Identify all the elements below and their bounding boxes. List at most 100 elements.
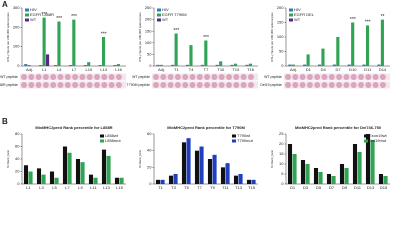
bar (155, 179, 161, 184)
well (42, 82, 49, 88)
x-tick-label: T3 (171, 185, 176, 190)
well (42, 74, 49, 80)
x-tick-label: L9 (78, 185, 83, 190)
bar (233, 63, 238, 66)
y-tick-label: 100 (145, 40, 152, 45)
well (196, 82, 203, 88)
well (21, 82, 27, 88)
bar (351, 22, 355, 66)
x-tick-label: L11 (90, 185, 97, 190)
y-tick-label: 20 (15, 169, 20, 174)
y-tick-label: 0 (17, 63, 20, 68)
bar (292, 154, 297, 184)
well (167, 74, 174, 80)
bar (87, 62, 91, 66)
bar (339, 164, 345, 184)
y-axis-label: IFN-γ Spots per 200,000 splenocytes (138, 12, 142, 62)
bar (303, 64, 307, 66)
x-tick-label: T7 (197, 185, 202, 190)
x-tick-label: D15 (380, 185, 388, 190)
chart-title: MixMHC2pred Rank percentile for T790M (167, 125, 245, 130)
x-tick-label: Adj. (290, 67, 297, 72)
panel-label: A (2, 0, 8, 9)
bar (116, 64, 120, 66)
well (174, 82, 181, 88)
bar (39, 65, 43, 66)
bar (344, 168, 349, 184)
bar (119, 177, 124, 184)
x-tick-label: D1 (290, 185, 296, 190)
bar (357, 152, 362, 184)
x-tick-label: D4 (321, 67, 327, 72)
x-tick-label: D11 (354, 185, 362, 190)
y-axis-label: IFN-γ Spots per 200,000 splenocytes (6, 12, 10, 62)
well (358, 74, 364, 80)
well (57, 82, 64, 88)
well (211, 74, 218, 80)
bar (215, 64, 219, 66)
bar (380, 19, 384, 67)
chart-title: MixMHC2pred Rank percentile for L858R (35, 125, 112, 130)
legend-swatch (232, 134, 236, 138)
bar (28, 171, 33, 184)
well (101, 82, 108, 88)
well (160, 82, 167, 88)
x-tick-label: T15 (248, 185, 256, 190)
y-tick-label: 60 (15, 144, 20, 149)
y-tick-label: 60 (147, 131, 152, 136)
bar (313, 168, 319, 184)
peptide-row-label: WT peptide (264, 75, 282, 79)
y-tick-label: 200 (13, 24, 20, 29)
well (285, 82, 291, 88)
well (226, 74, 232, 80)
well (115, 82, 122, 88)
y-tick-label: 0 (17, 181, 20, 186)
legend-label: Exon19wt (369, 133, 387, 138)
well (218, 74, 225, 80)
x-tick-label: T16 (247, 67, 255, 72)
well (365, 74, 372, 80)
well (196, 74, 203, 80)
bar (159, 64, 163, 66)
bar (113, 65, 117, 66)
x-tick-label: L7 (65, 185, 70, 190)
bar (36, 168, 42, 184)
bar (305, 164, 310, 184)
x-tick-label: D7 (335, 67, 341, 72)
bar (207, 159, 213, 184)
y-tick-label: 0 (149, 181, 152, 186)
y-tick-label: 10 (279, 161, 284, 166)
x-tick-label: L13 (100, 67, 107, 72)
bar (248, 63, 252, 66)
y-tick-label: 40 (147, 148, 152, 153)
well (336, 82, 343, 88)
bar (98, 65, 102, 66)
x-tick-label: L5 (52, 185, 57, 190)
bar (220, 167, 226, 184)
well (226, 82, 232, 88)
bar (317, 64, 322, 66)
bar (370, 140, 375, 184)
bar (72, 19, 76, 67)
x-tick-label: D11 (364, 67, 372, 72)
y-tick-label: 80 (15, 131, 20, 136)
well (350, 82, 357, 88)
well (35, 82, 42, 88)
bar (171, 64, 175, 66)
bar (347, 64, 351, 66)
bar (365, 134, 371, 184)
well (189, 82, 196, 88)
bar (365, 25, 370, 66)
well (285, 74, 291, 80)
y-tick-label: 0 (149, 63, 152, 68)
bar (23, 165, 29, 184)
x-tick-label: L13 (103, 185, 110, 190)
x-tick-label: L7 (72, 67, 77, 72)
x-tick-label: Adj. (158, 67, 165, 72)
well (35, 74, 42, 80)
bar (199, 146, 204, 184)
x-tick-label: T10 (217, 67, 225, 72)
bar (331, 176, 336, 184)
bar (377, 64, 381, 66)
legend-swatch (364, 134, 368, 138)
